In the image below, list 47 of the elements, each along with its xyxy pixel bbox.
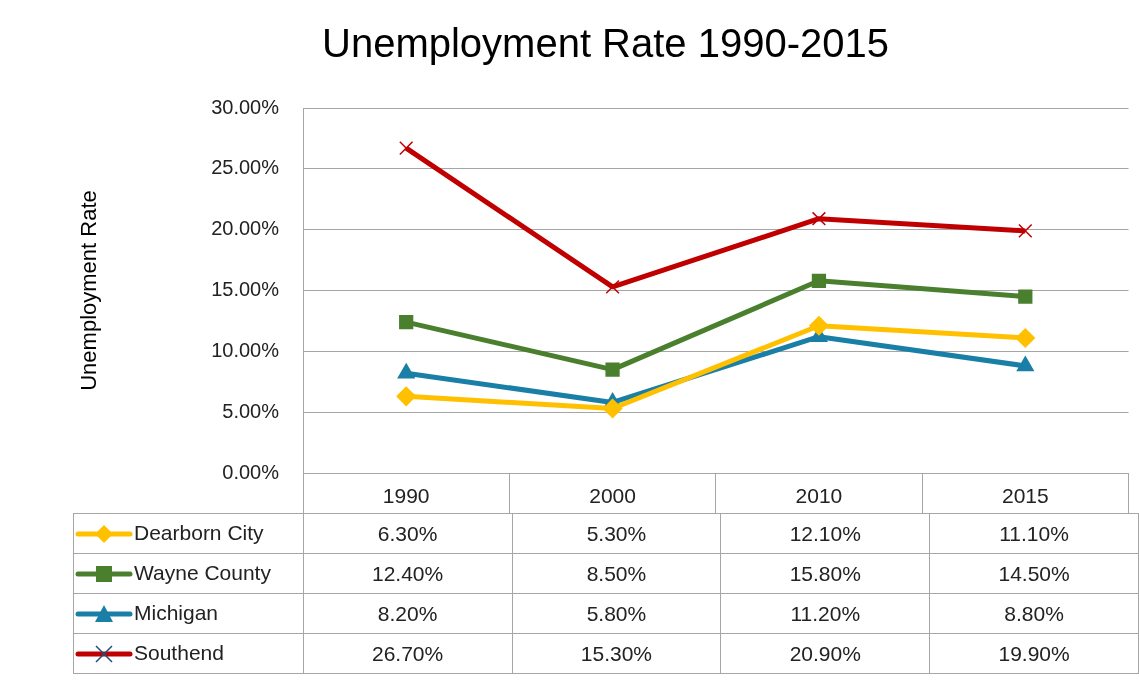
point (1018, 223, 1033, 238)
y-tick-label: 30.00% (211, 95, 280, 118)
y-axis-title: Unemployment Rate (76, 190, 102, 391)
data-label: 15.30% (512, 633, 721, 674)
point (809, 316, 829, 336)
point (811, 273, 827, 288)
point (397, 363, 415, 379)
point (1015, 328, 1036, 348)
data-label: 19.90% (929, 633, 1139, 674)
y-tick-label: 20.00% (211, 217, 280, 240)
point (602, 398, 623, 419)
chart-title: Unemployment Rate 1990-2015 (321, 21, 890, 66)
x-tick-label: 2000 (589, 484, 636, 508)
data-label: 11.20% (720, 593, 930, 634)
data-label: 12.10% (720, 513, 930, 554)
data-label: 11.10% (929, 513, 1139, 554)
data-label: 5.80% (512, 593, 721, 634)
y-tick-label: 15.00% (211, 278, 280, 301)
data-label: 6.30% (303, 513, 513, 554)
legend-label: Southend (134, 640, 224, 664)
data-label: 8.20% (303, 593, 513, 634)
y-tick-label: 0.00% (222, 460, 280, 483)
y-tick-label: 5.00% (222, 399, 280, 422)
x-tick-label: 2010 (795, 484, 843, 508)
point (1018, 289, 1033, 304)
point (399, 315, 414, 330)
data-label: 8.80% (929, 593, 1139, 634)
data-label: 12.40% (303, 553, 513, 594)
legend-label: Michigan (134, 600, 219, 624)
point (605, 362, 620, 377)
data-label: 5.30% (512, 513, 721, 554)
x-tick-label: 2015 (1001, 484, 1049, 508)
data-label: 26.70% (303, 633, 513, 674)
point (396, 386, 416, 407)
data-label: 20.90% (720, 633, 930, 674)
data-label: 8.50% (512, 553, 721, 594)
point (811, 211, 827, 226)
legend-label: Dearborn City (134, 520, 264, 544)
legend-label: Wayne County (134, 560, 271, 584)
y-tick-label: 10.00% (211, 338, 280, 361)
point (399, 141, 414, 156)
data-label: 14.50% (929, 553, 1139, 594)
point (1016, 356, 1034, 372)
x-tick-label: 1990 (382, 484, 430, 508)
data-label: 15.80% (720, 553, 930, 594)
point (605, 279, 620, 294)
y-tick-label: 25.00% (211, 156, 280, 179)
